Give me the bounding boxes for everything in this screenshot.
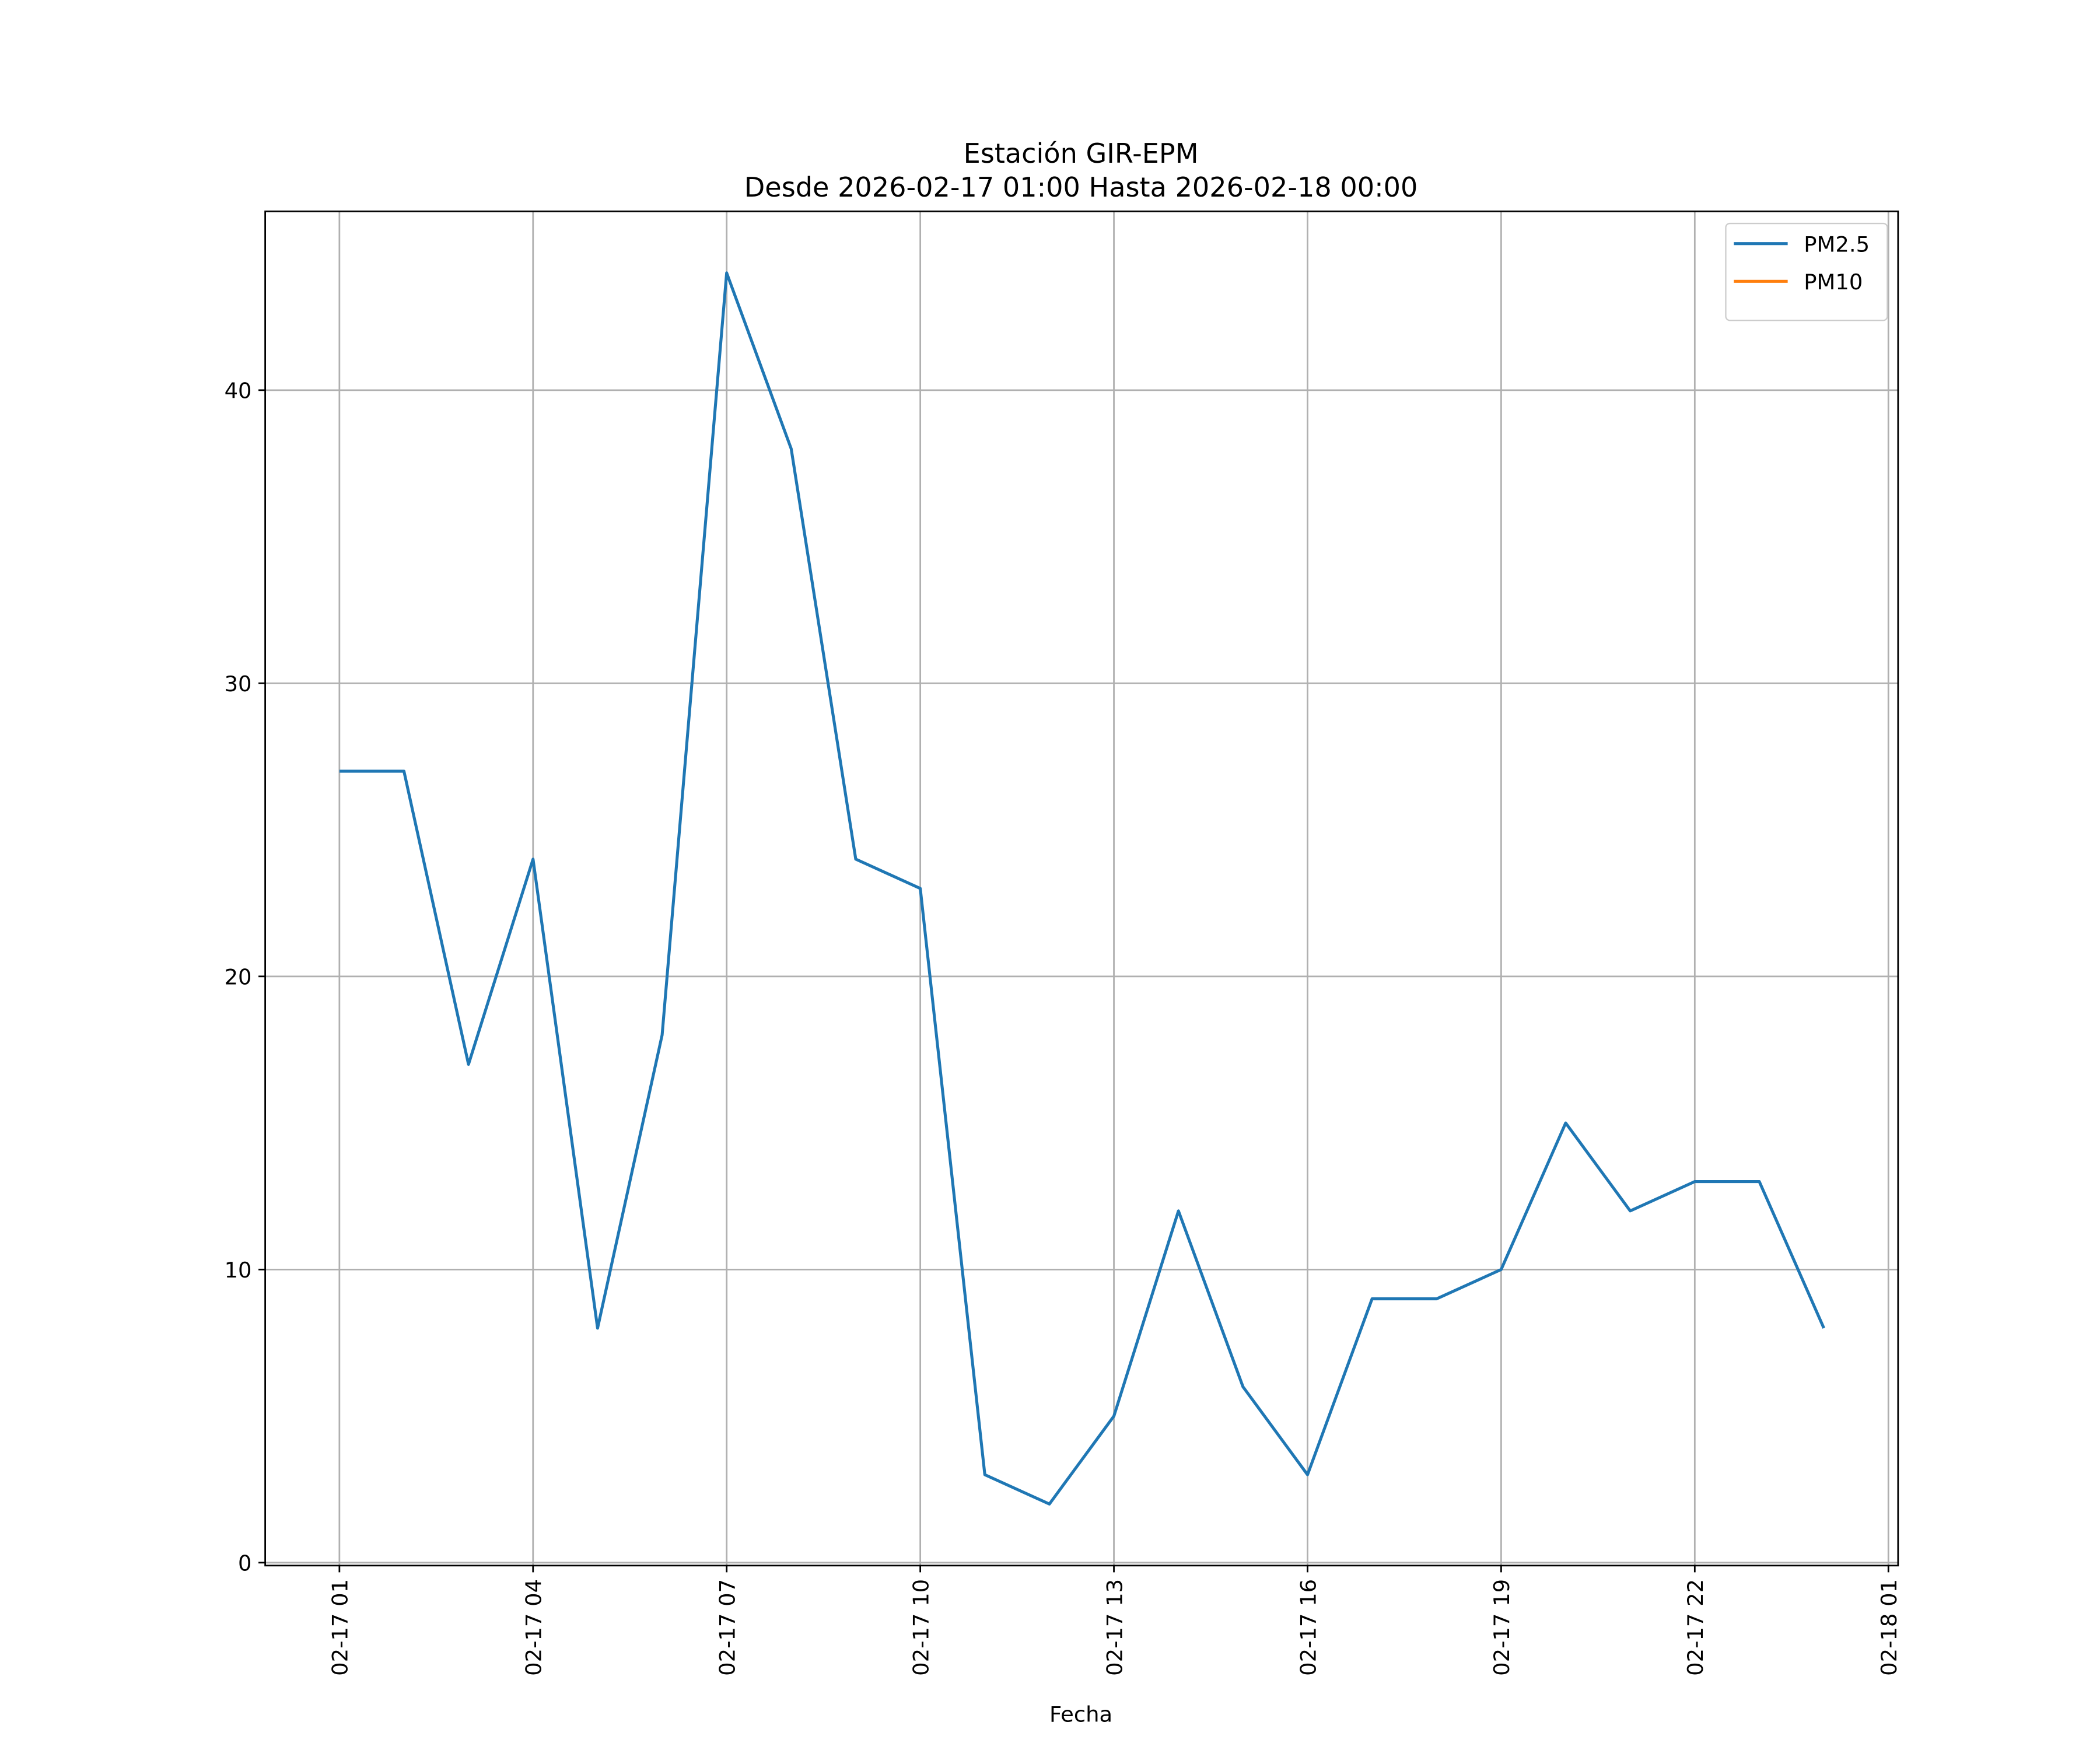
legend: PM2.5 PM10 [1725, 222, 1888, 321]
y-tick-label: 20 [225, 965, 252, 990]
x-tick-label: 02-17 10 [908, 1579, 933, 1676]
x-tick-label: 02-17 07 [715, 1579, 740, 1676]
y-tick-label: 30 [225, 671, 252, 696]
x-axis-label: Fecha [1049, 1702, 1112, 1727]
x-tick-label: 02-17 16 [1296, 1579, 1321, 1676]
chart-subtitle: Desde 2026-02-17 01:00 Hasta 2026-02-18 … [744, 172, 1418, 203]
legend-label: PM2.5 [1804, 232, 1870, 257]
x-tick-label: 02-17 19 [1489, 1579, 1514, 1676]
y-tick-label: 40 [225, 379, 252, 404]
y-tick-label: 0 [238, 1551, 251, 1576]
x-tick-label: 02-17 04 [522, 1579, 547, 1676]
x-tick-label: 02-17 01 [328, 1579, 353, 1676]
plot-frame [264, 210, 1899, 1567]
x-tick-label: 02-18 01 [1877, 1579, 1902, 1676]
legend-label: PM10 [1804, 270, 1863, 295]
y-tick-label: 10 [225, 1258, 252, 1283]
data-line [339, 271, 1825, 1506]
chart-title: Estación GIR-EPM [964, 138, 1199, 169]
x-tick-label: 02-17 13 [1102, 1579, 1127, 1676]
x-tick-label: 02-17 22 [1683, 1579, 1708, 1676]
legend-box [1725, 222, 1888, 321]
